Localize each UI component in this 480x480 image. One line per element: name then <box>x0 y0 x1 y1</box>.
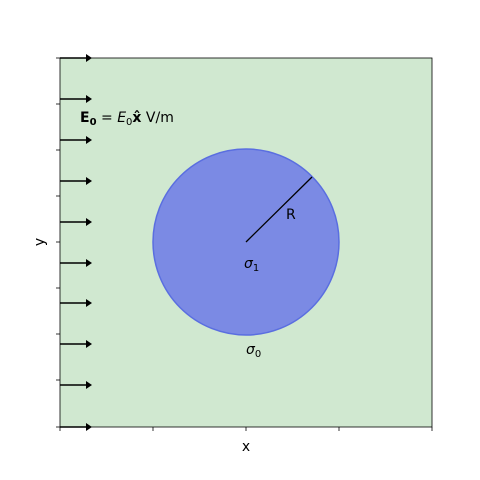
outer-conductivity-label: σ0 <box>246 342 261 360</box>
field-arrow <box>60 54 92 62</box>
axis-ticks <box>56 57 433 431</box>
field-label: E0 = E0x̂ V/m <box>80 110 174 128</box>
field-arrows <box>60 54 92 431</box>
field-arrow <box>60 218 92 226</box>
field-arrow <box>60 423 92 431</box>
field-arrow <box>60 259 92 267</box>
radius-line <box>245 176 313 243</box>
y-axis-label: y <box>32 238 48 246</box>
x-axis-label: x <box>242 439 250 455</box>
field-arrow <box>60 299 92 307</box>
field-arrow <box>60 136 92 144</box>
radius-label: R <box>286 207 296 223</box>
field-arrow <box>60 177 92 185</box>
field-arrow <box>60 95 92 103</box>
inner-conductivity-label: σ1 <box>244 256 259 274</box>
field-arrow <box>60 340 92 348</box>
field-arrow <box>60 381 92 389</box>
